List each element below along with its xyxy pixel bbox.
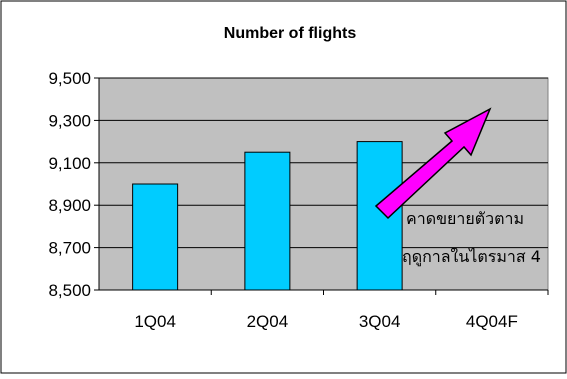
trend-arrow-icon — [374, 107, 492, 220]
annotation-line-2: ฤดูกาลในไตรมาส 4 — [402, 247, 541, 267]
y-tick-label: 8,500 — [48, 281, 91, 300]
bar-1Q04 — [132, 183, 179, 291]
bar-2Q04 — [244, 151, 291, 291]
trend-arrow-shape — [374, 107, 492, 220]
x-tick-label: 2Q04 — [247, 312, 289, 331]
annotation-line-1: คาดขยายตัวตาม — [406, 209, 524, 228]
x-tick-label: 3Q04 — [359, 312, 401, 331]
x-axis-ticks: 1Q04 2Q04 3Q04 4Q04F — [134, 290, 549, 331]
y-tick-label: 9,100 — [48, 154, 91, 173]
y-tick-label: 9,300 — [48, 111, 91, 130]
y-tick-label: 8,700 — [48, 239, 91, 258]
bars — [132, 141, 403, 291]
chart-title: Number of flights — [224, 25, 357, 42]
x-tick-label: 4Q04F — [466, 312, 518, 331]
y-axis-ticks: 9,500 9,300 9,100 8,900 8,700 8,500 — [48, 69, 99, 300]
bar-3Q04 — [356, 141, 403, 291]
x-tick-label: 1Q04 — [134, 312, 176, 331]
y-tick-label: 8,900 — [48, 196, 91, 215]
y-tick-label: 9,500 — [48, 69, 91, 88]
